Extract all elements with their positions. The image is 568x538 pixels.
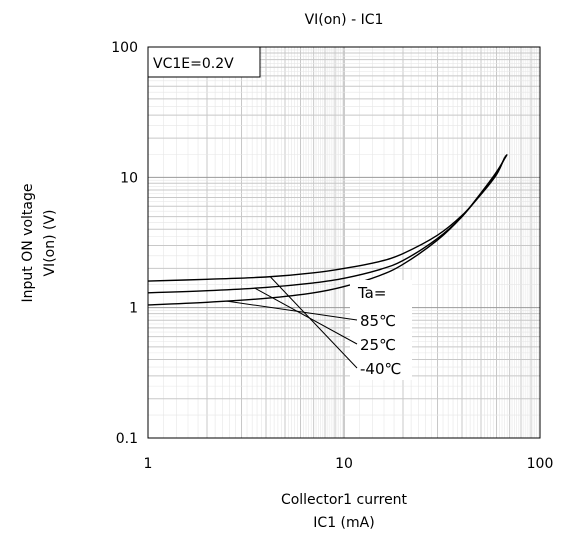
condition-box-frame bbox=[147, 46, 261, 78]
legend: Ta= 85℃ 25℃ -40℃ bbox=[350, 280, 412, 380]
series-line bbox=[147, 157, 506, 282]
x-tick-label: 1 bbox=[144, 456, 153, 472]
y-tick-label: 100 bbox=[111, 40, 138, 56]
x-axis-label-line2: IC1 (mA) bbox=[313, 515, 374, 531]
legend-leader-line bbox=[254, 287, 358, 345]
legend-leader-line bbox=[225, 300, 358, 321]
x-axis-label-line1: Collector1 current bbox=[281, 492, 408, 508]
tick-labels: 1 10 100 100 10 1 0.1 bbox=[111, 40, 553, 472]
y-tick-label: 1 bbox=[129, 301, 138, 317]
chart-title: VI(on) - IC1 bbox=[305, 12, 384, 28]
x-tick-label: 100 bbox=[527, 456, 554, 472]
legend-header: Ta= bbox=[357, 284, 386, 302]
y-axis-label-line2: VI(on) (V) bbox=[42, 209, 58, 276]
series-group bbox=[147, 154, 508, 306]
y-axis-label-line1: Input ON voltage bbox=[20, 184, 36, 303]
y-tick-label: 10 bbox=[120, 170, 138, 186]
legend-leader-lines bbox=[225, 276, 358, 369]
legend-entry: 25℃ bbox=[360, 336, 396, 354]
grid bbox=[148, 47, 540, 438]
legend-entry: -40℃ bbox=[360, 360, 401, 378]
legend-leader-line bbox=[269, 276, 358, 369]
legend-background bbox=[350, 280, 412, 380]
plot-frame bbox=[147, 46, 541, 439]
x-tick-label: 10 bbox=[335, 456, 353, 472]
y-tick-label: 0.1 bbox=[116, 431, 138, 447]
condition-box: VC1E=0.2V bbox=[147, 46, 261, 78]
condition-label: VC1E=0.2V bbox=[153, 56, 234, 72]
legend-entry: 85℃ bbox=[360, 312, 396, 330]
